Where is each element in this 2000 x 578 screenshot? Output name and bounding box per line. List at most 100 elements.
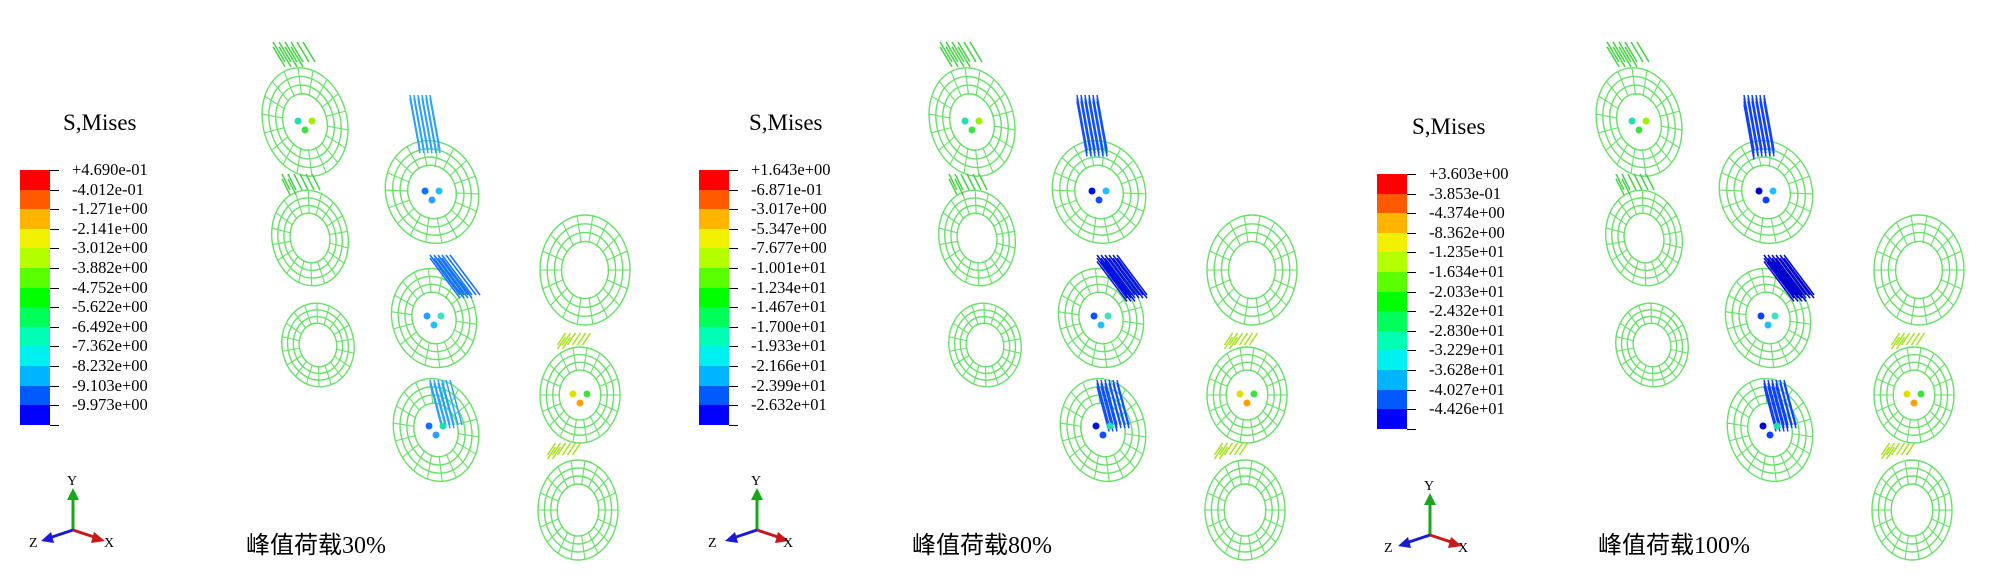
stress-spot [1102,187,1110,195]
mesh-ring [1057,267,1145,369]
load-arrows [409,94,441,154]
legend-value: -5.622e+00 [72,297,148,317]
legend-swatch [699,248,729,268]
legend-swatch [1377,193,1407,214]
legend-swatch [1377,369,1407,390]
stress-spot [294,117,302,125]
legend-swatch [1377,213,1407,233]
load-arrows [546,442,582,460]
mesh-ring [390,267,478,369]
stress-spot [1090,312,1098,320]
legend-value: -4.012e-01 [72,179,144,199]
legend-swatch [20,170,50,190]
axis-triad-icon [725,488,789,543]
stress-spot [1764,321,1772,329]
legend-swatch [20,248,50,268]
legend-tick [729,307,738,309]
legend-value: -3.012e+00 [72,238,148,258]
legend-value: +4.690e-01 [72,160,148,179]
stress-spot [1757,312,1765,320]
load-arrows [948,173,988,196]
legend-tick [50,307,59,309]
stress-spot [576,399,584,407]
legend-tick [1407,291,1416,293]
legend-swatch [20,326,50,347]
load-arrows [1763,254,1815,302]
legend-swatch [20,307,50,327]
stress-spot [968,126,976,134]
legend-tick [729,189,738,191]
legend-tick [1407,409,1416,411]
legend-swatch [1377,330,1407,351]
mesh-ring [1059,377,1147,483]
legend-swatch [20,346,50,366]
legend-tick [50,424,59,426]
legend-swatch [1377,409,1407,429]
stress-spot [1097,321,1105,329]
legend-swatch [1377,350,1407,370]
panel-30: S,Mises +4.690e-01 -4.012e-01 -1.271e+00… [0,0,667,578]
mesh-ring [1873,346,1955,444]
axis-label-x: X [104,536,115,551]
legend-tick [729,228,738,230]
legend-swatch [1377,271,1407,292]
legend-swatch [699,405,729,425]
mesh-ring [270,189,350,287]
stress-spot [961,117,969,125]
stress-spot [1759,422,1767,430]
legend-value: -7.677e+00 [751,238,827,258]
legend-swatch [20,287,50,308]
legend-swatch [699,365,729,386]
axis-triad-icon [41,488,105,543]
legend-tick [729,170,738,171]
mesh-ring [1206,346,1288,444]
legend-value: -1.235e+01 [1429,242,1505,262]
legend-tick [729,405,738,407]
legend-tick [729,346,738,348]
legend-tick [50,209,59,211]
legend-tick [50,248,59,250]
mesh-ring [539,214,631,326]
legend-swatch [20,405,50,425]
legend-tick [1407,272,1416,273]
legend-tick [729,209,738,211]
load-arrows [1096,379,1130,432]
legend-value: -6.492e+00 [72,316,148,336]
stress-spot [437,312,445,320]
axis-label-y: Y [751,474,762,489]
legend-tick [729,424,738,426]
axis-label-y: Y [1424,479,1435,494]
legend-value: -2.033e+01 [1429,281,1505,301]
legend-tick [1407,389,1416,391]
legend-title: S,Mises [1412,114,1486,139]
mesh-ring [1615,302,1689,388]
stress-spot [1104,312,1112,320]
legend-value: -2.432e+01 [1429,301,1505,321]
legend-value: -3.853e-01 [1429,183,1501,203]
legend-swatch [20,267,50,288]
load-caption: 峰值荷载80% [912,533,1052,559]
load-arrows [1763,379,1797,432]
load-caption: 峰值荷载100% [1598,533,1750,559]
legend-value: -8.362e+00 [1429,222,1505,242]
legend-value: -3.882e+00 [72,258,148,277]
load-arrows [1096,254,1148,302]
stress-spot [1766,431,1774,439]
stress-spot [1642,117,1650,125]
stress-spot [1236,390,1244,398]
legend-tick [729,248,738,250]
legend-tick [729,385,738,387]
legend-tick [50,366,59,367]
stress-spot [430,321,438,329]
legend-value: -1.700e+01 [751,316,827,336]
legend-tick [50,405,59,407]
legend-swatch [1377,311,1407,331]
mesh-ring [261,67,349,177]
legend-swatch [1377,389,1407,410]
legend-swatch [20,228,50,249]
axis-label-z: Z [708,536,717,551]
legend-value: -1.634e+01 [1429,262,1505,281]
load-arrows [429,254,481,299]
legend-swatch [20,385,50,406]
stress-spot [1917,390,1925,398]
